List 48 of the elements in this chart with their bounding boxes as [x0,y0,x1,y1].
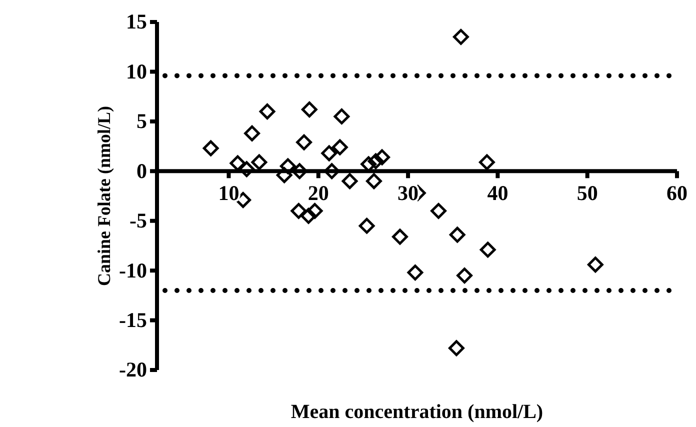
point [368,153,384,170]
x-tick-label: 50 [576,181,598,206]
x-tick-label: 10 [218,181,240,206]
y-tick-label: -5 [130,208,147,233]
point [358,218,375,234]
point [300,208,316,224]
y-tick-label: -20 [119,358,147,382]
x-tick-label: 20 [308,181,329,206]
point [324,163,340,180]
point [449,226,466,243]
point [238,161,255,178]
point [334,108,350,124]
y-tick-label: -15 [119,308,147,332]
point [301,102,318,118]
point [292,163,308,180]
point [480,242,496,258]
y-tick-label: 0 [136,158,147,183]
x-tick-label: 40 [487,181,508,206]
point [259,104,276,120]
point [587,256,604,273]
point [251,154,268,170]
point [202,140,219,156]
point [342,173,358,190]
y-tick-label: 10 [126,59,147,84]
y-tick-label: -10 [119,258,147,282]
point [456,268,472,284]
y-tick-label: 5 [136,109,147,134]
point [366,173,382,190]
y-axis-title: Canine Folate (nmol/L) [94,106,114,286]
point [290,202,307,219]
point [452,28,469,45]
point [296,134,312,150]
point [244,125,260,142]
point [280,158,296,174]
point [392,228,408,245]
x-axis-title: Mean concentration (nmol/L) [290,401,544,423]
point [306,202,323,219]
point [374,149,390,166]
point [276,167,292,184]
point [430,202,446,219]
point [478,154,495,170]
x-tick-label: 60 [666,181,688,206]
point [321,145,338,162]
point [230,155,246,172]
point [332,139,348,156]
y-tick-label: 15 [126,10,147,34]
point [448,340,464,356]
point [407,264,424,281]
